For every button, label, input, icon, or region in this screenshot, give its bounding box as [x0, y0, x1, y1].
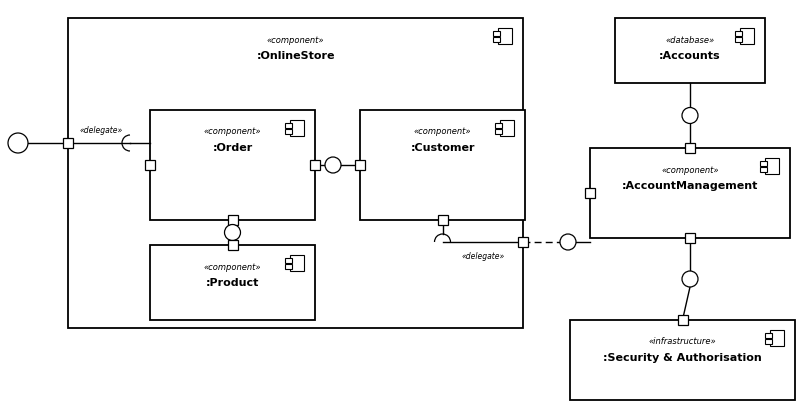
- Bar: [765, 158, 779, 174]
- Text: :AccountManagement: :AccountManagement: [622, 181, 758, 191]
- Bar: [759, 161, 768, 166]
- Bar: [764, 339, 772, 344]
- Text: :Order: :Order: [213, 143, 253, 153]
- Bar: [492, 37, 500, 42]
- Text: «component»: «component»: [204, 127, 261, 136]
- Bar: [492, 31, 500, 36]
- Circle shape: [560, 234, 576, 250]
- Bar: [228, 215, 237, 225]
- Bar: [740, 28, 754, 44]
- Text: «component»: «component»: [662, 166, 719, 175]
- Bar: [438, 215, 448, 225]
- Text: :OnlineStore: :OnlineStore: [257, 51, 334, 61]
- Bar: [735, 31, 743, 36]
- Bar: [310, 160, 320, 170]
- Circle shape: [325, 157, 341, 173]
- Bar: [228, 240, 237, 250]
- Bar: [498, 28, 512, 44]
- Circle shape: [682, 271, 698, 287]
- Bar: [285, 123, 292, 128]
- Circle shape: [8, 133, 28, 153]
- Bar: [150, 110, 315, 220]
- Text: «component»: «component»: [414, 127, 472, 136]
- Bar: [590, 148, 790, 238]
- Text: «component»: «component»: [204, 262, 261, 272]
- Bar: [290, 119, 304, 136]
- Text: «delegate»: «delegate»: [461, 252, 504, 261]
- Bar: [585, 188, 595, 198]
- Bar: [355, 160, 365, 170]
- Text: :Customer: :Customer: [411, 143, 475, 153]
- Bar: [495, 123, 502, 128]
- Bar: [735, 37, 743, 42]
- Text: «database»: «database»: [666, 35, 715, 44]
- Text: :Accounts: :Accounts: [659, 51, 721, 61]
- Bar: [500, 119, 514, 136]
- Text: :Product: :Product: [206, 278, 259, 288]
- Bar: [518, 237, 528, 247]
- Bar: [285, 129, 292, 134]
- Circle shape: [225, 225, 241, 241]
- Bar: [759, 167, 768, 172]
- Bar: [285, 264, 292, 269]
- Bar: [63, 138, 73, 148]
- Bar: [68, 18, 523, 328]
- Bar: [495, 129, 502, 134]
- Bar: [678, 315, 687, 325]
- Bar: [770, 330, 784, 346]
- Bar: [570, 320, 795, 400]
- Bar: [150, 245, 315, 320]
- Bar: [615, 18, 765, 83]
- Bar: [285, 258, 292, 263]
- Text: «infrastructure»: «infrastructure»: [649, 337, 716, 346]
- Bar: [145, 160, 155, 170]
- Bar: [685, 143, 695, 153]
- Text: «delegate»: «delegate»: [79, 126, 123, 135]
- Bar: [685, 233, 695, 243]
- Text: «component»: «component»: [267, 35, 324, 44]
- Bar: [360, 110, 525, 220]
- Bar: [290, 255, 304, 272]
- Bar: [764, 333, 772, 338]
- Text: :Security & Authorisation: :Security & Authorisation: [603, 353, 762, 363]
- Circle shape: [682, 108, 698, 124]
